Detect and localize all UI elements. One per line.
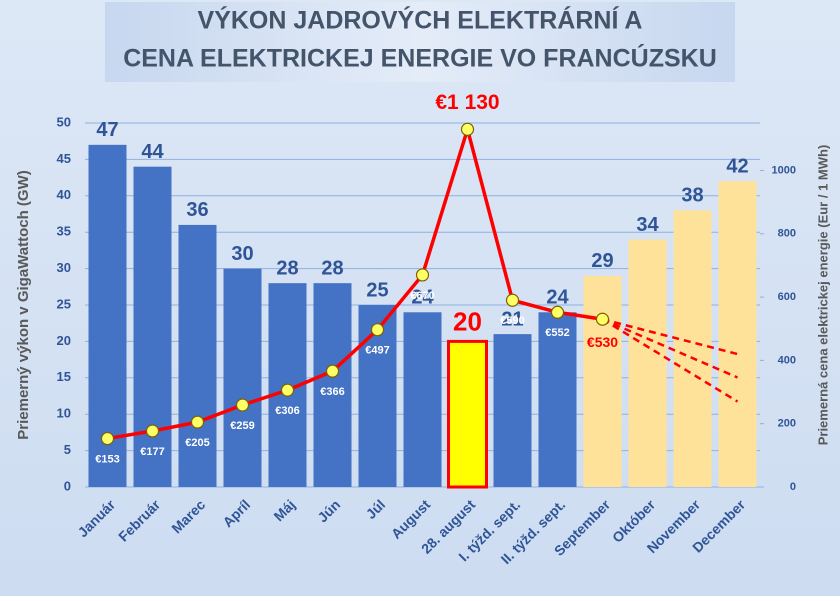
price-marker [280,383,295,397]
bar [493,334,532,487]
y2-axis-label: Priemerná cena elektrickej energie (Eur … [815,145,830,446]
bar [718,181,757,488]
y-tick-label: 35 [57,224,71,239]
bar-value-label: 47 [96,119,118,141]
y-tick-label: 15 [57,369,71,384]
bar-value-label: 28 [276,257,298,279]
y2-tick-label: 0 [790,481,796,493]
bar-value-label: 42 [726,156,748,178]
bar-value-label: 29 [591,250,613,272]
price-marker [460,122,475,136]
y-tick-label: 10 [57,406,71,421]
bar-value-label: 24 [411,287,434,309]
bar [447,339,488,489]
y-tick-label: 20 [57,333,71,348]
price-line [107,127,603,441]
price-marker [370,323,385,337]
price-marker [505,293,520,307]
bar-value-label: 44 [141,141,164,163]
bar [133,166,172,487]
bar [583,275,622,487]
y-tick-label: 0 [64,478,71,493]
bar-value-label: 30 [231,243,253,265]
bar-value-label: 20 [453,306,482,336]
bar [403,312,442,487]
bar-value-label: 36 [186,199,208,221]
bar-value-label: 21 [501,308,523,330]
y2-tick-label: 600 [778,291,796,303]
price-value-label: €366 [320,386,344,398]
price-value-label: €306 [275,405,299,417]
price-marker [595,312,610,326]
bar [628,239,667,487]
y-tick-label: 50 [57,114,71,129]
chart-title: CENA ELEKTRICKEJ ENERGIE VO FRANCÚZSKU [123,43,717,73]
bar [88,144,127,487]
price-value-label: €259 [230,420,254,432]
price-value-label: €205 [185,437,209,449]
bar [223,268,262,487]
y-tick-label: 40 [57,187,71,202]
bar [313,283,352,487]
bar [673,210,712,488]
y2-tick-label: 200 [778,418,796,430]
price-marker [325,364,340,378]
bar-value-label: 28 [321,257,343,279]
y-tick-label: 45 [57,151,71,166]
bar [538,312,577,487]
y2-tick-label: 400 [778,354,796,366]
y-tick-label: 30 [57,260,71,275]
title-box [105,2,735,82]
y2-tick-label: 800 [778,228,796,240]
y-axis-label: Priemerný výkon v GigaWattoch (GW) [15,170,32,440]
price-marker [190,415,205,429]
bar-value-label: 24 [546,287,569,309]
price-value-label: €177 [140,446,164,458]
price-value-label: €1 130 [435,91,499,114]
price-marker [100,431,115,446]
price-marker [145,424,160,438]
bar-value-label: 25 [366,279,388,301]
bar-value-label: 38 [681,185,703,207]
bar-value-label: 34 [636,214,659,236]
chart-title: VÝKON JADROVÝCH ELEKTRÁRNÍ A [198,5,643,35]
bar [178,224,217,488]
price-value-label: €590 [500,315,524,327]
projection-line [602,318,738,379]
price-value-label: €552 [545,327,569,339]
price-marker [235,398,250,412]
price-value-label: €153 [95,453,119,465]
price-marker [415,268,430,282]
y-tick-label: 5 [64,442,71,457]
price-marker [550,305,565,319]
y-tick-label: 25 [57,296,71,311]
price-value-label: €530 [587,334,618,350]
price-value-label: €497 [365,345,389,357]
price-value-label: €670 [410,290,434,302]
projection-line [601,318,739,403]
y2-tick-label: 1000 [772,164,796,176]
